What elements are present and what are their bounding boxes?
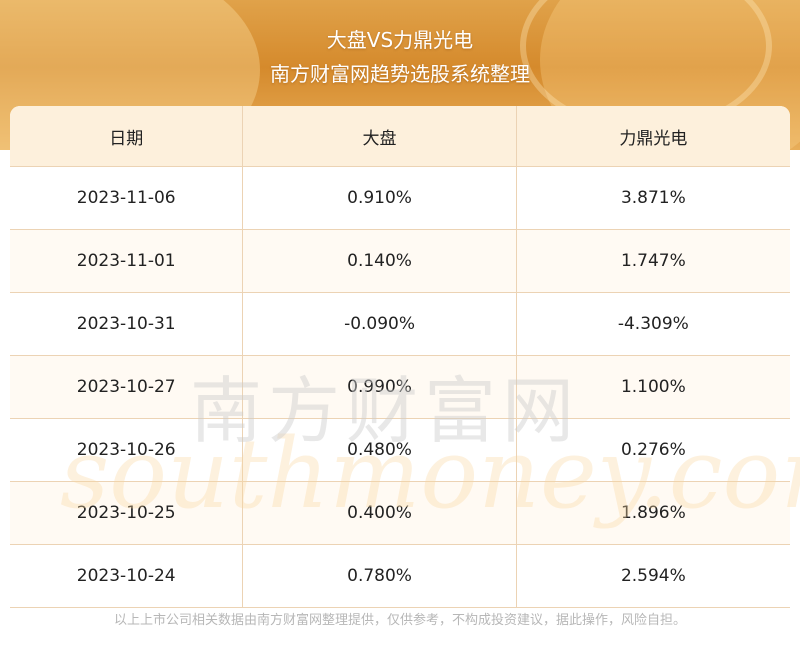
date-cell: 2023-10-26 — [10, 419, 244, 481]
date-cell: 2023-11-01 — [10, 230, 244, 292]
stock-cell: 0.276% — [620, 440, 686, 460]
disclaimer-text: 以上上市公司相关数据由南方财富网整理提供，仅供参考，不构成投资建议，据此操作，风… — [113, 613, 686, 628]
header-banner: 大盘VS力鼎光电 南方财富网趋势选股系统整理 — [0, 0, 800, 150]
market-cell: -0.090% — [243, 293, 517, 355]
page-subtitle: 南方财富网趋势选股系统整理 — [270, 62, 530, 86]
market-cell: 0.780% — [243, 545, 517, 607]
table-row: 2023-10-25 0.400% 1.896% — [10, 482, 790, 545]
table-header-row: 日期 大盘 力鼎光电 — [10, 106, 790, 167]
market-cell: 0.140% — [243, 230, 517, 292]
market-cell: 0.910% — [243, 167, 517, 229]
date-cell: 2023-10-24 — [10, 545, 244, 607]
date-cell: 2023-11-06 — [10, 167, 244, 229]
page-title: 大盘VS力鼎光电 — [326, 28, 474, 52]
market-cell: 0.400% — [243, 482, 517, 544]
table-row: 2023-10-24 0.780% 2.594% — [10, 545, 790, 608]
table-row: 2023-11-06 0.910% 3.871% — [10, 167, 790, 230]
stock-cell: 1.100% — [620, 377, 686, 397]
market-cell: 0.480% — [243, 419, 517, 481]
table-row: 2023-11-01 0.140% 1.747% — [10, 230, 790, 293]
stock-cell: 1.747% — [620, 251, 686, 271]
stock-cell: 1.896% — [620, 503, 686, 523]
column-header-date: 日期 — [10, 106, 244, 166]
date-cell: 2023-10-25 — [10, 482, 244, 544]
market-cell: 0.990% — [243, 356, 517, 418]
stock-cell: 3.871% — [620, 188, 686, 208]
table-row: 2023-10-26 0.480% 0.276% — [10, 419, 790, 482]
stock-cell: 2.594% — [620, 566, 686, 586]
date-cell: 2023-10-31 — [10, 293, 244, 355]
stock-cell: -4.309% — [617, 314, 689, 334]
column-header-stock: 力鼎光电 — [619, 128, 688, 149]
column-header-market: 大盘 — [243, 106, 517, 166]
comparison-table: 日期 大盘 力鼎光电 2023-11-06 0.910% 3.871% 2023… — [10, 106, 790, 608]
date-cell: 2023-10-27 — [10, 356, 244, 418]
table-row: 2023-10-31 -0.090% -4.309% — [10, 293, 790, 356]
table-row: 2023-10-27 0.990% 1.100% — [10, 356, 790, 419]
